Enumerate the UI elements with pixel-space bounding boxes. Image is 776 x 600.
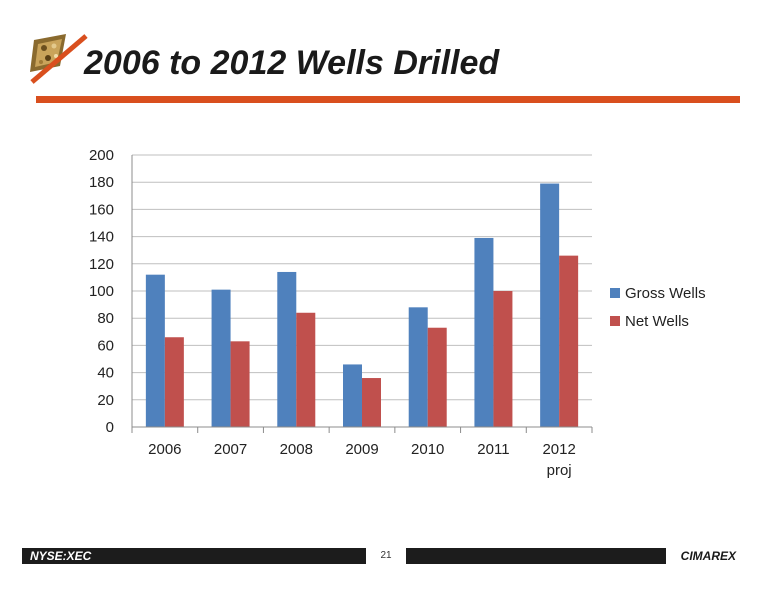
y-tick-label: 0: [106, 419, 114, 436]
footer-logo-text: CIMAREX: [680, 549, 736, 563]
legend-label: Net Wells: [625, 313, 689, 330]
cimarex-logo-icon: [30, 34, 88, 84]
footer-page-box: 21: [366, 548, 406, 564]
y-tick-label: 100: [89, 283, 114, 300]
bar-net-wells: [164, 337, 184, 427]
title-underline: [36, 96, 740, 103]
y-tick-label: 80: [97, 310, 114, 327]
footer-ticker: NYSE:XEC: [30, 549, 92, 563]
bar-net-wells: [427, 327, 447, 427]
footer-logo-box: CIMAREX: [666, 548, 740, 564]
bar-net-wells: [493, 291, 513, 427]
bar-gross-wells: [540, 183, 560, 427]
y-tick-label: 180: [89, 174, 114, 191]
page-number: 21: [380, 550, 392, 561]
x-tick-label: 2006: [148, 441, 181, 458]
y-tick-label: 60: [97, 337, 114, 354]
bar-net-wells: [362, 378, 381, 427]
bar-gross-wells: [474, 237, 494, 427]
bar-gross-wells: [145, 274, 165, 427]
bar-gross-wells: [277, 271, 297, 427]
x-tick-label: 2007: [214, 441, 247, 458]
bar-net-wells: [230, 341, 250, 427]
bar-gross-wells: [211, 289, 231, 427]
y-tick-label: 40: [97, 365, 114, 382]
x-tick-label: proj: [547, 462, 572, 479]
legend-label: Gross Wells: [625, 285, 706, 302]
footer-bar: NYSE:XEC 21 CIMAREX: [22, 548, 740, 564]
x-tick-label: 2009: [345, 441, 378, 458]
y-tick-label: 200: [89, 147, 114, 164]
x-tick-label: 2011: [477, 441, 509, 458]
bar-gross-wells: [408, 307, 428, 427]
bars: [145, 183, 579, 427]
x-tick-label: 2010: [411, 441, 444, 458]
wells-bar-chart: 0 20 40 60 80 100 120 140 160 180 200 2006 2007 2008 2…: [89, 147, 706, 479]
y-tick-label: 20: [97, 392, 114, 409]
y-tick-label: 160: [89, 201, 114, 218]
y-tick-label: 140: [89, 229, 114, 246]
y-tick-label: 120: [89, 256, 114, 273]
legend-swatch: [610, 288, 620, 298]
legend: Gross Wells Net Wells: [610, 285, 706, 330]
axes: 0 20 40 60 80 100 120 140 160 180 200 2006 2007 2008 2…: [89, 147, 593, 479]
slide-title: 2006 to 2012 Wells Drilled: [84, 44, 500, 82]
x-tick-label: 2012: [542, 441, 575, 458]
legend-swatch: [610, 316, 620, 326]
bar-net-wells: [559, 255, 579, 427]
x-tick-label: 2008: [280, 441, 313, 458]
bar-net-wells: [296, 312, 316, 427]
bar-gross-wells: [343, 364, 362, 427]
